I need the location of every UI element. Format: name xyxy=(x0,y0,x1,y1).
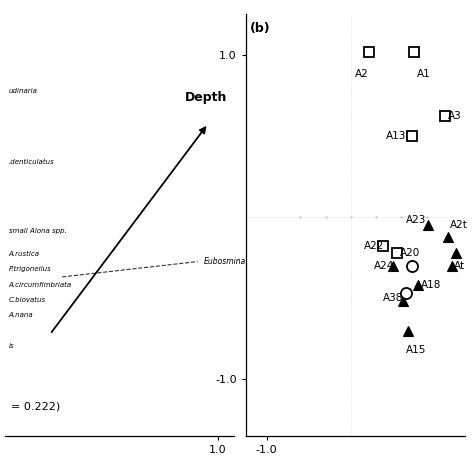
Text: A2: A2 xyxy=(355,69,369,79)
Text: small Alona spp.: small Alona spp. xyxy=(9,228,67,234)
Text: P.trigonellus: P.trigonellus xyxy=(9,266,52,272)
Text: At: At xyxy=(455,261,465,271)
Text: A.rustica: A.rustica xyxy=(9,251,40,257)
Text: A.nana: A.nana xyxy=(9,312,34,318)
Text: A1: A1 xyxy=(417,69,430,79)
Text: Depth: Depth xyxy=(185,91,228,104)
Text: A23: A23 xyxy=(406,215,426,225)
Text: Eubosmina: Eubosmina xyxy=(203,257,246,266)
Text: A13: A13 xyxy=(386,131,407,141)
Text: A2t: A2t xyxy=(450,220,468,230)
Text: .denticulatus: .denticulatus xyxy=(9,159,55,165)
Text: (b): (b) xyxy=(250,22,271,36)
Text: A24: A24 xyxy=(374,261,394,271)
Text: A38: A38 xyxy=(383,293,403,303)
Text: A.circumfimbriata: A.circumfimbriata xyxy=(9,282,72,288)
Text: A20: A20 xyxy=(400,248,420,258)
Text: C.biovatus: C.biovatus xyxy=(9,297,46,303)
Text: A3: A3 xyxy=(447,111,461,121)
Text: is: is xyxy=(9,343,15,349)
Text: udinaria: udinaria xyxy=(9,88,38,94)
Text: = 0.222): = 0.222) xyxy=(11,401,61,411)
Text: A18: A18 xyxy=(421,280,441,290)
Text: A22: A22 xyxy=(364,241,384,251)
Text: A15: A15 xyxy=(406,345,426,355)
